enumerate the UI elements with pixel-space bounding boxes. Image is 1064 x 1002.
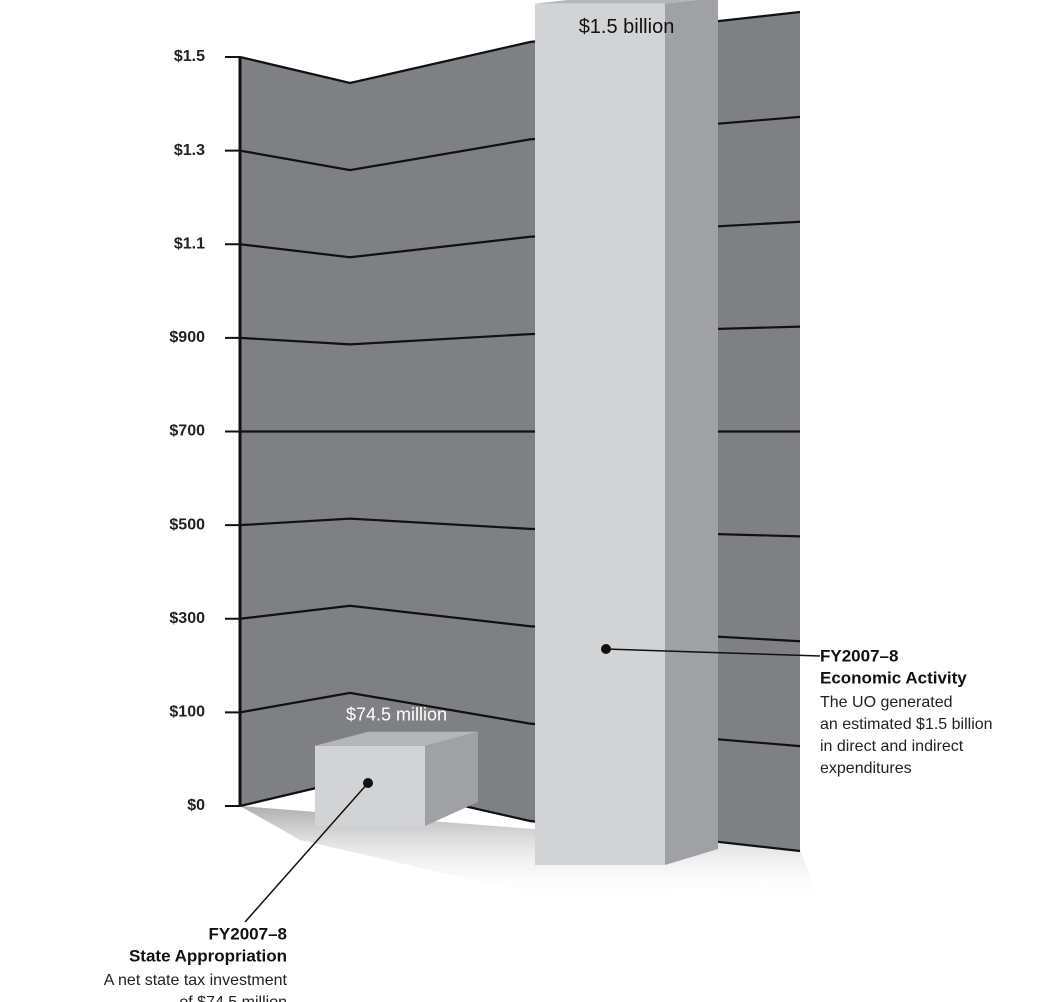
y-tick-label: $700 [169, 423, 205, 440]
y-tick-label: $100 [169, 704, 205, 721]
annotation-heading: FY2007–8 [820, 646, 898, 665]
value-label: $1.5 billion [579, 16, 675, 38]
y-tick-label: $900 [169, 329, 205, 346]
bar-top [535, 0, 698, 4]
annotation-text: in direct and indirect [820, 738, 964, 755]
y-tick-label: $0 [187, 797, 205, 814]
y-tick-label: $300 [169, 610, 205, 627]
bar-side [425, 731, 478, 826]
leader-dot [601, 644, 611, 654]
leader-line [244, 782, 369, 923]
leader-dot [363, 778, 373, 788]
y-tick-label: $1.1 [174, 235, 205, 252]
annotation-text: The UO generated [820, 694, 953, 711]
value-label: $74.5 million [346, 705, 447, 725]
annotation-heading: FY2007–8 [209, 924, 287, 943]
y-tick-label: $500 [169, 516, 205, 533]
y-tick-label: $1.5 [174, 48, 205, 65]
annotation-text: A net state tax investment [104, 972, 288, 989]
annotation-text: an estimated $1.5 billion [820, 716, 993, 733]
annotation-category: Economic Activity [820, 668, 967, 687]
floor-shadow [240, 806, 820, 900]
bar [535, 3, 665, 865]
annotation-text: of $74.5 million [179, 994, 287, 1002]
bar-side [665, 0, 718, 865]
leader-line [605, 648, 821, 657]
bar-top [315, 731, 478, 746]
y-tick-label: $1.3 [174, 142, 205, 159]
annotation-category: State Appropriation [129, 946, 287, 965]
annotation-text: expenditures [820, 760, 912, 777]
